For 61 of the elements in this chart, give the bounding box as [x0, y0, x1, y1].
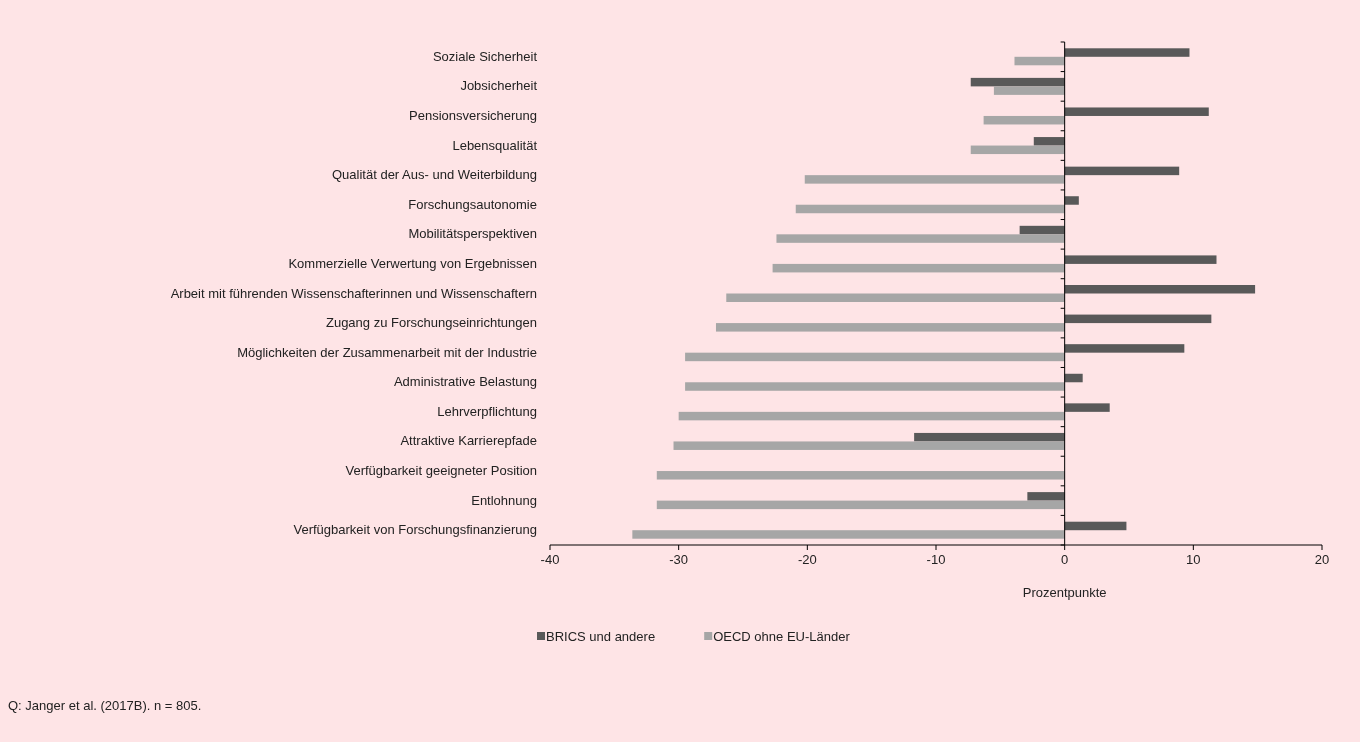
- bar: [776, 234, 1065, 243]
- bar: [685, 352, 1065, 362]
- y-tick-label: Kommerzielle Verwertung von Ergebnissen: [288, 255, 537, 271]
- x-axis-title: Prozentpunkte: [1022, 585, 1107, 600]
- bar: [1064, 107, 1209, 116]
- bar: [983, 115, 1065, 125]
- bar: [1064, 166, 1180, 176]
- bar: [1064, 521, 1127, 531]
- bar: [715, 323, 1065, 332]
- y-tick-label: Jobsicherheit: [460, 78, 538, 94]
- y-tick-label: Möglichkeiten der Zusammenarbeit mit der Industrie: [237, 344, 537, 360]
- y-tick-label: Pensionsversicherung: [409, 107, 537, 123]
- bar: [795, 204, 1065, 214]
- y-tick-label: Verfügbarkeit geeigneter Position: [345, 463, 537, 479]
- y-tick-label: Forschungsautonomie: [408, 196, 537, 212]
- y-tick-label: Mobilitätsperspektiven: [408, 226, 537, 242]
- y-tick-label: Attraktive Karrierepfade: [400, 433, 537, 449]
- legend-label: BRICS und andere: [546, 629, 656, 644]
- bar: [1064, 314, 1212, 324]
- y-tick-label: Soziale Sicherheit: [432, 48, 538, 64]
- bar: [804, 175, 1065, 184]
- y-tick-label: Verfügbarkeit von Forschungsfinanzierung: [293, 522, 537, 538]
- bar: [1027, 492, 1065, 501]
- x-tick-label: -40: [540, 552, 560, 567]
- bar: [1033, 137, 1065, 146]
- x-tick-label: 20: [1314, 552, 1330, 567]
- bar: [656, 471, 1065, 480]
- y-tick-label: Lehrverpflichtung: [437, 403, 537, 419]
- bar: [673, 441, 1065, 450]
- bar: [678, 411, 1065, 421]
- legend-label: OECD ohne EU-Länder: [713, 629, 851, 644]
- y-tick-label: Arbeit mit führenden Wissenschafterinnen und Wissenschaftern: [170, 285, 537, 301]
- x-tick-label: -30: [669, 552, 689, 567]
- bar: [1064, 285, 1256, 294]
- bar: [685, 382, 1065, 391]
- bar: [1064, 344, 1185, 353]
- y-tick-label: Zugang zu Forschungseinrichtungen: [325, 315, 537, 331]
- bar: [1064, 403, 1110, 412]
- bar: [1064, 255, 1217, 264]
- bar: [656, 500, 1065, 510]
- y-tick-label: Entlohnung: [471, 492, 537, 508]
- bar: [726, 293, 1065, 302]
- bar: [970, 145, 1065, 155]
- x-tick-label: 10: [1186, 552, 1201, 567]
- y-tick-label: Lebensqualität: [452, 137, 538, 153]
- y-tick-label: Qualität der Aus- und Weiterbildung: [332, 167, 537, 183]
- x-tick-label: -20: [797, 552, 817, 567]
- bar: [1014, 56, 1065, 66]
- bar: [914, 432, 1065, 442]
- y-tick-label: Administrative Belastung: [393, 374, 537, 390]
- bar: [772, 263, 1065, 273]
- bar: [1064, 196, 1079, 205]
- bar: [632, 530, 1065, 539]
- bar: [1064, 48, 1190, 57]
- bar: [993, 86, 1065, 95]
- text: Q: Janger et al. (2017B). n = 805.: [8, 698, 202, 713]
- bar: [1019, 225, 1065, 235]
- bar: [970, 77, 1065, 87]
- bar: [1064, 373, 1083, 383]
- x-tick-label: -10: [926, 552, 946, 567]
- x-tick-label: 0: [1061, 552, 1069, 567]
